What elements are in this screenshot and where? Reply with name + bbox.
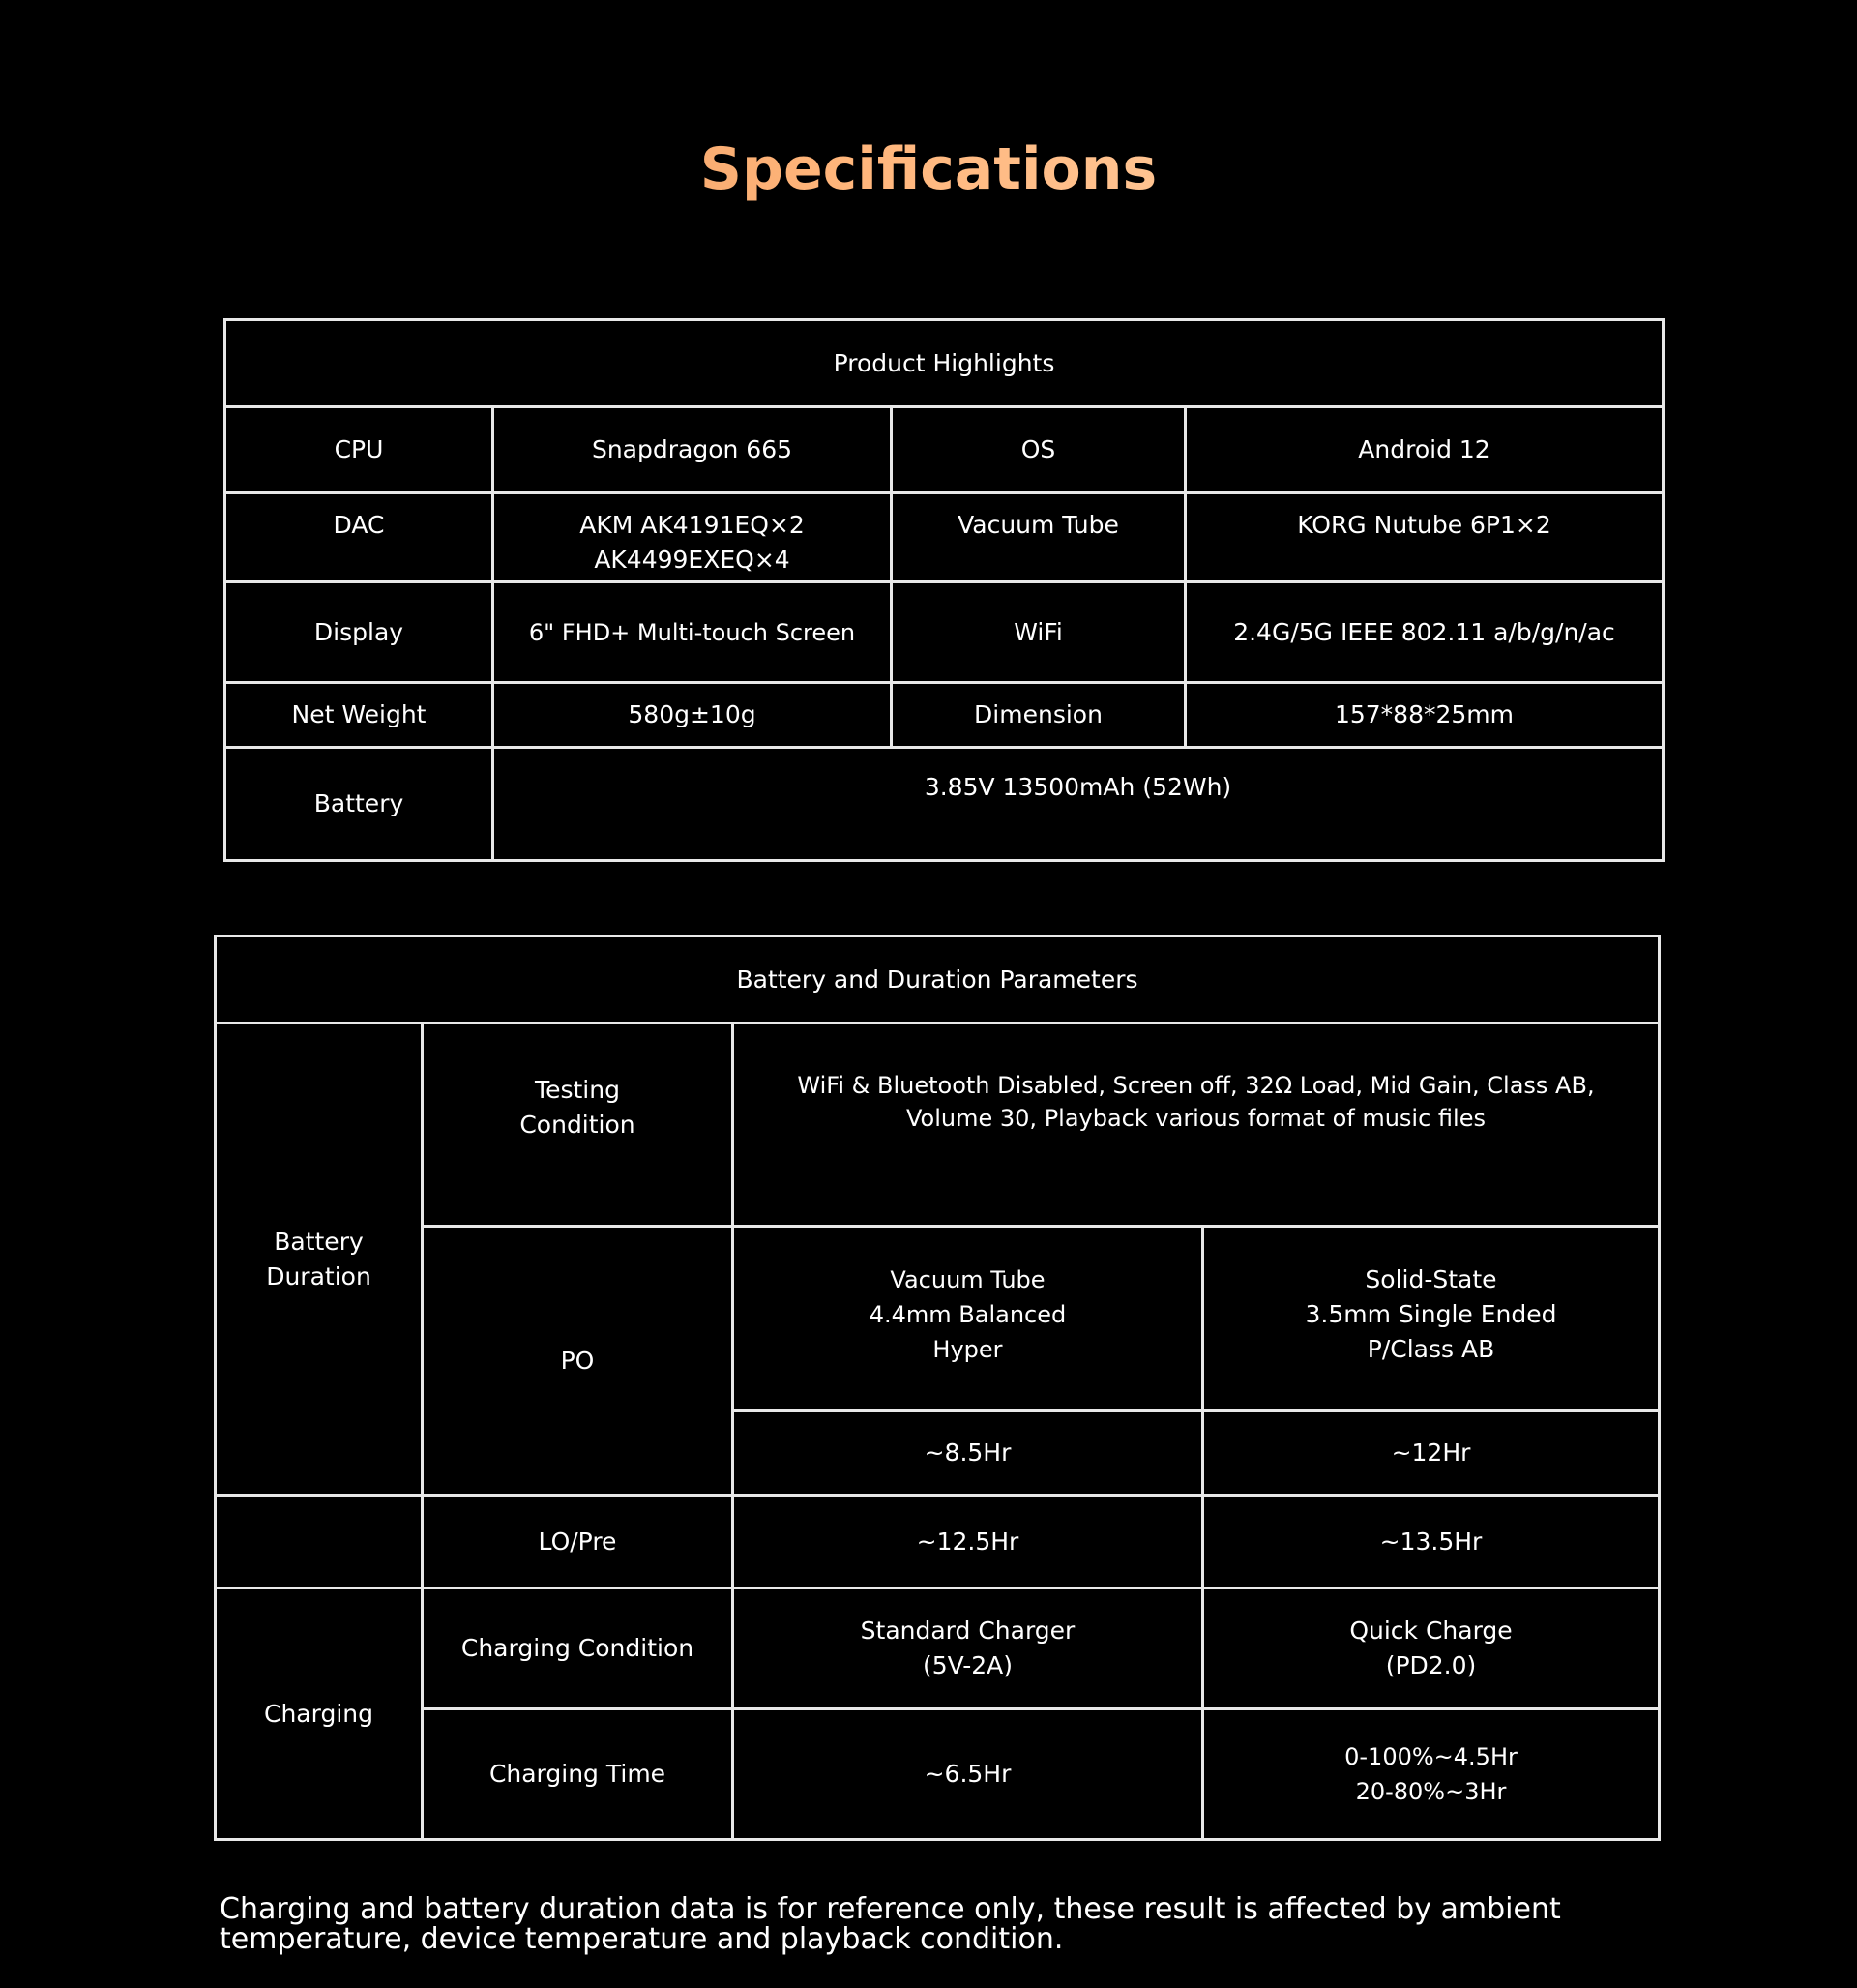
standard-charging-time: ~6.5Hr (734, 1710, 1204, 1838)
cpu-label: CPU (226, 408, 494, 494)
wifi-label: WiFi (893, 583, 1187, 684)
wifi-value: 2.4G/5G IEEE 802.11 a/b/g/n/ac (1187, 583, 1662, 684)
battery-duration-bottom (217, 1497, 424, 1589)
battery-label: Battery (226, 749, 494, 859)
os-label: OS (893, 408, 1187, 494)
dimension-value: 157*88*25mm (1187, 684, 1662, 749)
lo-pre-label: LO/Pre (424, 1497, 734, 1589)
charging-label: Charging (217, 1589, 424, 1838)
charging-time-label: Charging Time (424, 1710, 734, 1838)
cpu-value: Snapdragon 665 (494, 408, 893, 494)
po-solid-state-duration: ~12Hr (1204, 1412, 1658, 1497)
testing-condition-value: WiFi & Bluetooth Disabled, Screen off, 3… (734, 1024, 1658, 1228)
battery-duration-table: Battery and Duration Parameters Battery … (214, 935, 1661, 1841)
dac-label: DAC (226, 494, 494, 583)
display-value: 6" FHD+ Multi-touch Screen (494, 583, 893, 684)
charging-condition-label: Charging Condition (424, 1589, 734, 1710)
testing-condition-label: Testing Condition (424, 1024, 734, 1228)
vacuum-tube-label: Vacuum Tube (893, 494, 1187, 583)
po-vacuum-tube: Vacuum Tube 4.4mm Balanced Hyper (734, 1228, 1204, 1412)
po-label: PO (424, 1228, 734, 1497)
battery-duration-label: Battery Duration (217, 1024, 424, 1497)
po-solid-state: Solid-State 3.5mm Single Ended P/Class A… (1204, 1228, 1658, 1412)
product-highlights-table: Product Highlights CPU Snapdragon 665 OS… (223, 318, 1665, 862)
lo-vacuum-tube-duration: ~12.5Hr (734, 1497, 1204, 1589)
battery-value: 3.85V 13500mAh (52Wh) (924, 773, 1232, 801)
dac-value: AKM AK4191EQ×2 AK4499EXEQ×4 (494, 494, 893, 583)
vacuum-tube-value: KORG Nutube 6P1×2 (1187, 494, 1662, 583)
table-heading: Product Highlights (226, 321, 1662, 408)
dimension-label: Dimension (893, 684, 1187, 749)
standard-charger: Standard Charger (5V-2A) (734, 1589, 1204, 1710)
os-value: Android 12 (1187, 408, 1662, 494)
weight-value: 580g±10g (494, 684, 893, 749)
quick-charging-time: 0-100%~4.5Hr 20-80%~3Hr (1344, 1743, 1518, 1805)
footnote: Charging and battery duration data is fo… (220, 1892, 1561, 1956)
weight-label: Net Weight (226, 684, 494, 749)
table-heading: Battery and Duration Parameters (217, 937, 1658, 1024)
quick-charge: Quick Charge (PD2.0) (1204, 1589, 1658, 1710)
po-vacuum-tube-duration: ~8.5Hr (734, 1412, 1204, 1497)
page-title: Specifications (0, 135, 1857, 203)
display-label: Display (226, 583, 494, 684)
lo-solid-state-duration: ~13.5Hr (1204, 1497, 1658, 1589)
